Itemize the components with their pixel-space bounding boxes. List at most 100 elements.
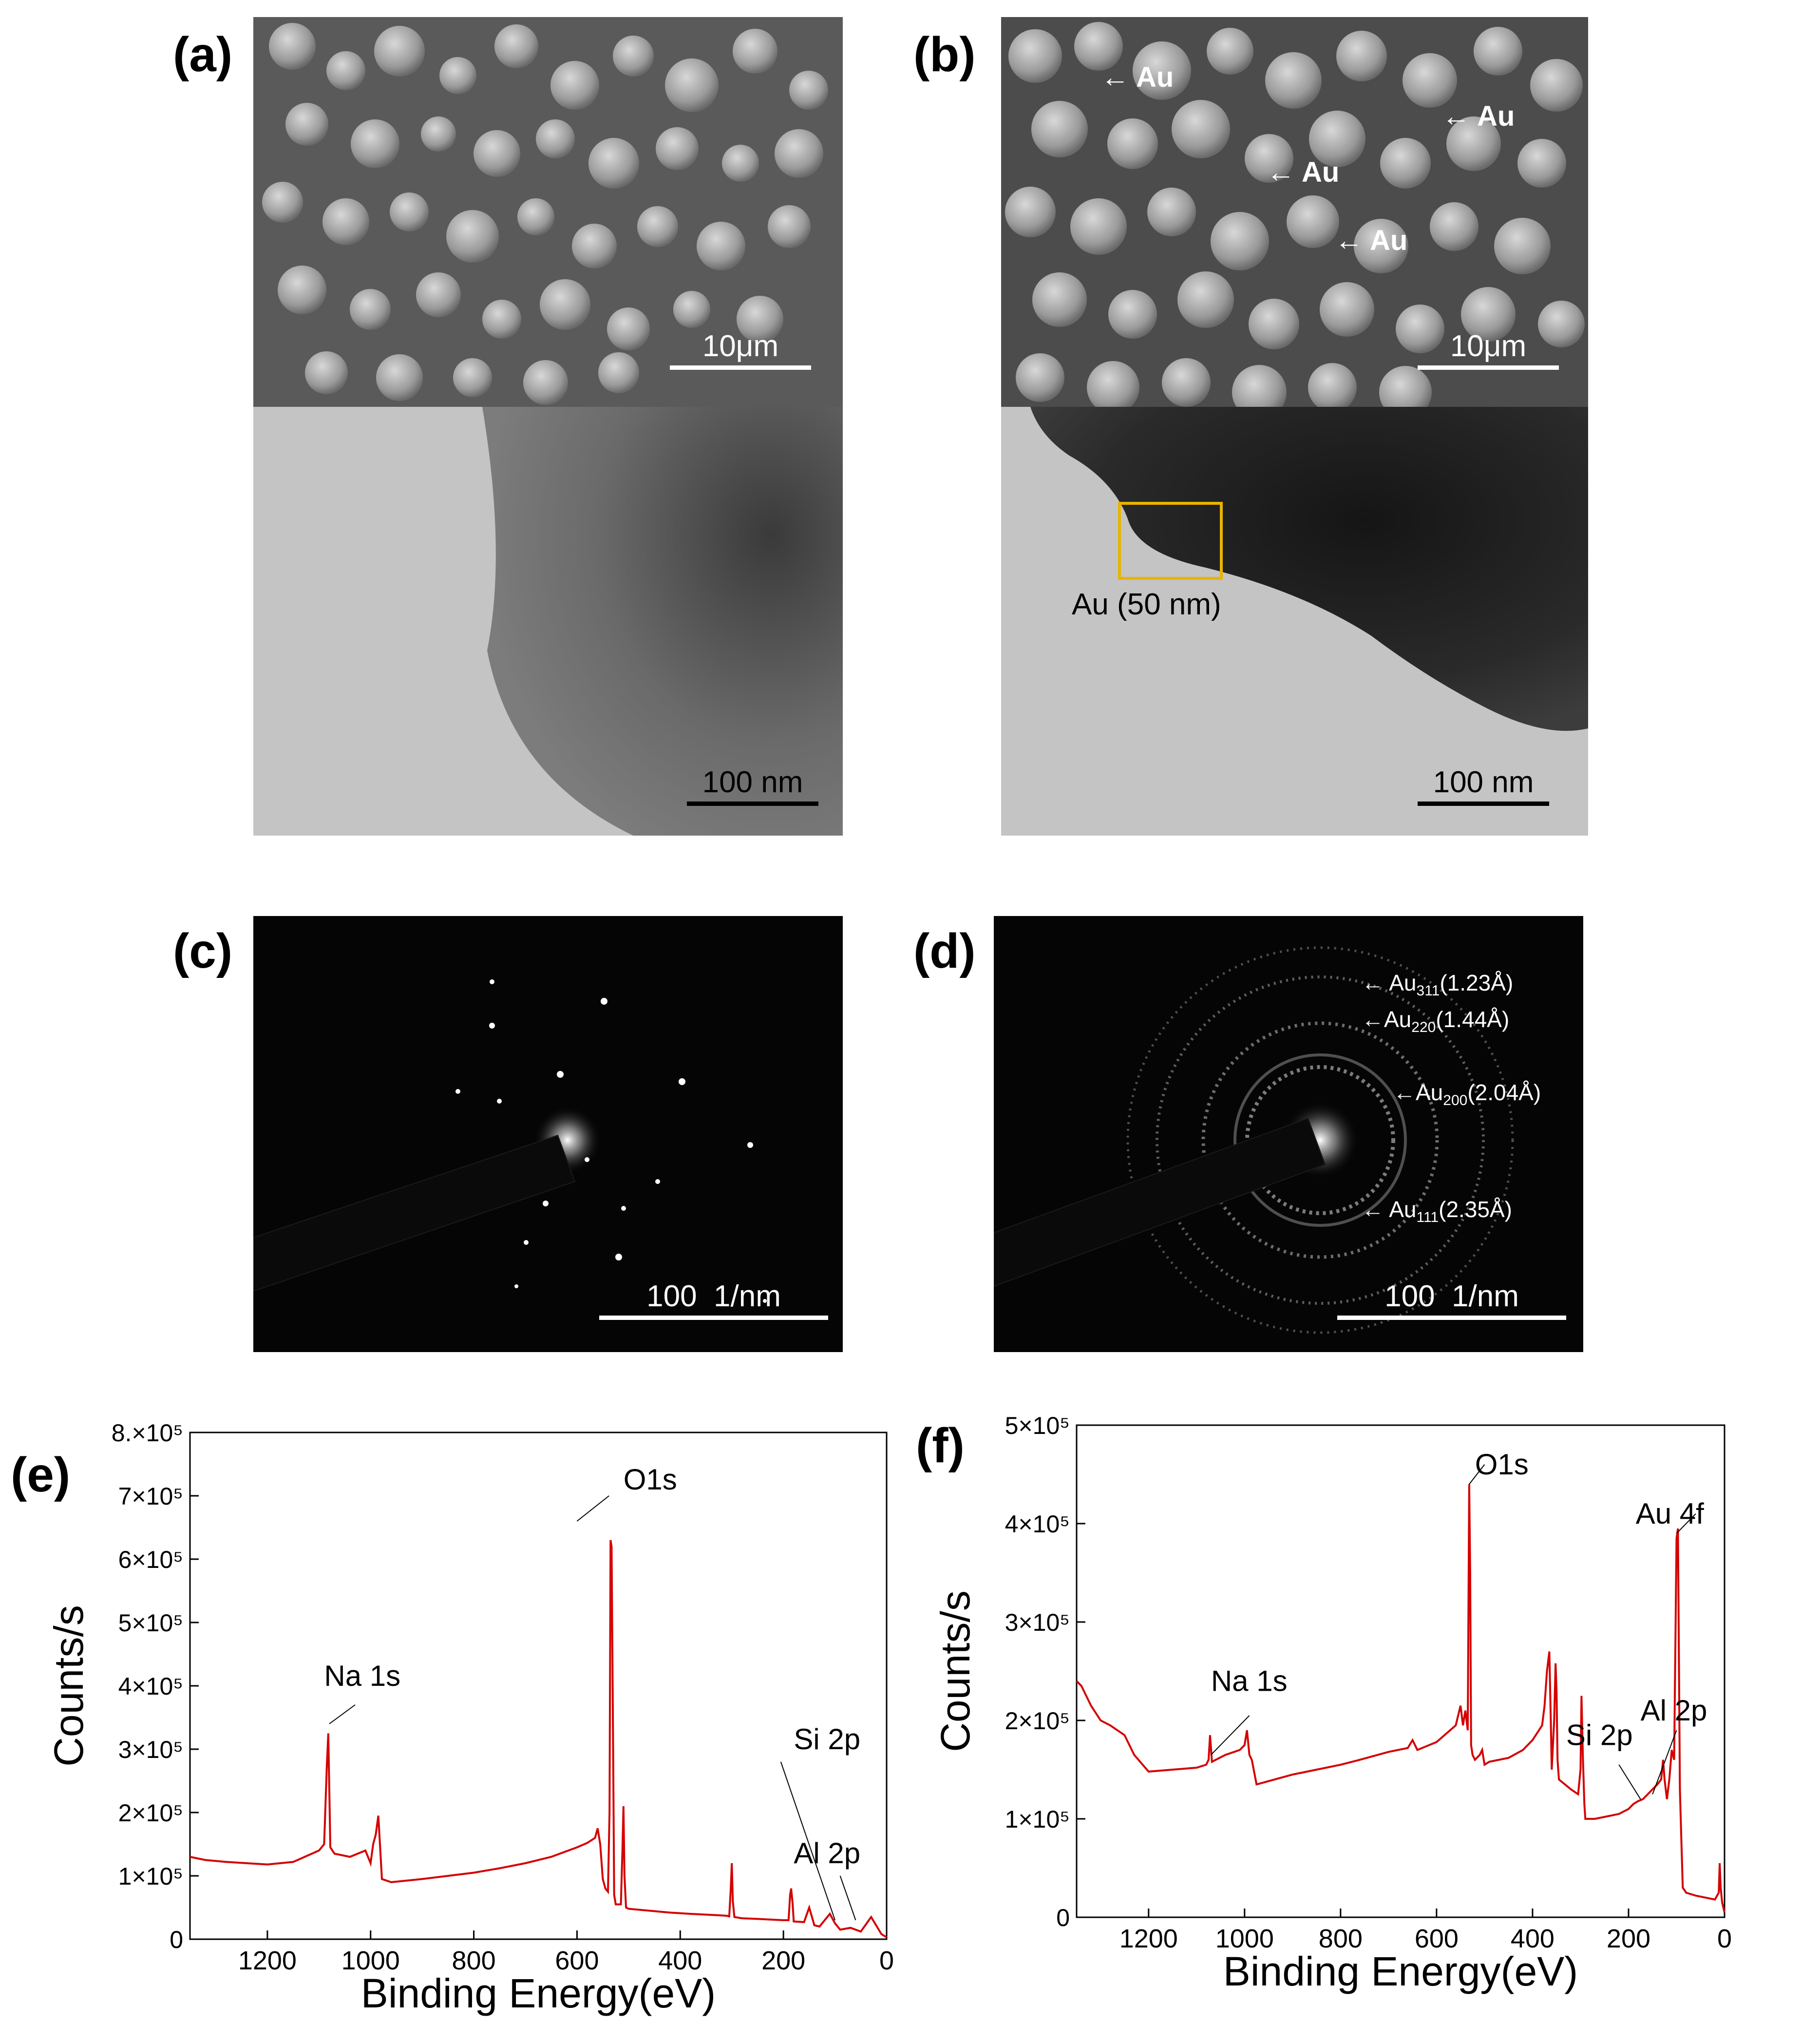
ring-label-111: ← Au111(2.35Å) (1362, 1197, 1512, 1226)
peak-leader-line (576, 1495, 609, 1522)
scale-label: 100 1/nm (1384, 1279, 1519, 1313)
panel-label-a: (a) (173, 27, 233, 82)
ring-base: Au (1416, 1080, 1443, 1105)
peak-leader-line (1676, 1513, 1696, 1534)
scale-label: 100 1/nm (646, 1279, 781, 1313)
particle-texture-a (262, 23, 828, 405)
au-50nm-box (1118, 502, 1223, 580)
scale-label: 10μm (1450, 329, 1527, 363)
scale-label: 100 nm (702, 765, 803, 799)
ring-index: 311 (1416, 983, 1440, 999)
y-tick-label: 3×10⁵ (118, 1736, 183, 1763)
y-tick-label: 8.×10⁵ (112, 1419, 183, 1447)
scale-line (1418, 365, 1559, 370)
peak-label: O1s (624, 1463, 677, 1496)
au-arrow-label: Au (1477, 100, 1515, 132)
y-tick-label: 0 (170, 1926, 183, 1953)
peak-leader-line (1618, 1764, 1641, 1800)
x-tick-label: 1000 (1215, 1924, 1274, 1953)
tem-image-b: Au (50 nm) 100 nm (1001, 407, 1588, 836)
peak-leader-line (1469, 1464, 1485, 1485)
scale-bar-c: 100 1/nm (599, 1279, 828, 1320)
au-arrow-2: ← Au (1442, 100, 1515, 132)
scale-line (599, 1316, 828, 1320)
y-tick-label: 2×10⁵ (1005, 1707, 1070, 1735)
scale-line (670, 365, 811, 370)
panel-label-e: (e) (11, 1448, 71, 1502)
y-axis-label: Counts/s (46, 1605, 92, 1767)
x-tick-label: 200 (761, 1946, 805, 1975)
au-50nm-label: Au (50 nm) (1072, 588, 1221, 621)
y-tick-label: 3×10⁵ (1005, 1609, 1070, 1636)
au-arrow-label: Au (1136, 61, 1174, 93)
ring-index: 220 (1411, 1019, 1436, 1036)
scale-bar-sem-b: 10μm (1418, 329, 1559, 370)
peak-leader-line (839, 1875, 856, 1921)
y-tick-label: 4×10⁵ (1005, 1510, 1070, 1538)
x-tick-label: 1000 (341, 1946, 400, 1975)
ring-d-spacing: (1.44Å) (1436, 1007, 1510, 1032)
xps-chart-e: 1200 1000 800 600 400 200 0 0 1×10⁵ 2×10⁵ 3×10⁵ 4×1… (46, 1419, 894, 2016)
xps-chart-f: 1200 1000 800 600 400 200 0 0 1×10⁵ 2×10⁵ 3×10⁵ 4×1… (932, 1412, 1732, 1994)
y-tick-label: 6×10⁵ (118, 1546, 183, 1573)
peak-leader-line (1652, 1730, 1677, 1794)
y-tick-label: 2×10⁵ (118, 1799, 183, 1827)
peak-label: Na 1s (324, 1660, 400, 1692)
scale-bar-tem-a: 100 nm (687, 765, 818, 806)
scale-bar-tem-b: 100 nm (1418, 765, 1549, 806)
saed-image-d: ← Au311(1.23Å) ←Au220(1.44Å) ←Au200(2.04… (994, 916, 1583, 1352)
x-tick-label: 0 (879, 1946, 894, 1975)
ring-d-spacing: (2.04Å) (1467, 1080, 1541, 1105)
x-tick-label: 800 (1319, 1924, 1363, 1953)
diffraction-rings-d (994, 946, 1514, 1334)
particle-texture-b (1005, 22, 1585, 407)
sem-image-a: 10μm (253, 17, 843, 407)
diffraction-spots-c (253, 979, 767, 1303)
plot-frame (1076, 1424, 1725, 1918)
x-tick-label: 200 (1607, 1924, 1650, 1953)
x-tick-label: 1200 (238, 1946, 297, 1975)
y-tick-label: 5×10⁵ (118, 1609, 183, 1637)
x-axis-label: Binding Energy(eV) (1223, 1948, 1578, 1994)
ring-d-spacing: (2.35Å) (1439, 1197, 1512, 1222)
y-tick-label: 5×10⁵ (1005, 1412, 1070, 1439)
x-tick-label: 600 (555, 1946, 599, 1975)
ring-base: Au (1389, 1197, 1417, 1222)
x-tick-label: 400 (1511, 1924, 1555, 1953)
ring-base: Au (1384, 1007, 1412, 1032)
au-arrow-4: ← Au (1335, 225, 1408, 256)
series-line (190, 1540, 888, 1938)
peak-label: Al 2p (1641, 1694, 1707, 1727)
series-line (1076, 1484, 1725, 1913)
au-arrow-label: Au (1301, 156, 1340, 188)
y-tick-label: 7×10⁵ (118, 1483, 183, 1510)
scale-line (1337, 1316, 1566, 1320)
x-tick-label: 1200 (1119, 1924, 1178, 1953)
au-arrow-label: Au (1369, 225, 1408, 256)
tem-image-a: 100 nm (253, 407, 843, 836)
x-tick-label: 400 (658, 1946, 702, 1975)
au-arrow-1: ← Au (1101, 61, 1174, 93)
peak-label: Si 2p (1566, 1719, 1633, 1752)
peak-label: O1s (1475, 1448, 1529, 1481)
y-tick-label: 0 (1056, 1904, 1070, 1931)
ring-d-spacing: (1.23Å) (1440, 970, 1514, 995)
panel-label-f: (f) (916, 1418, 965, 1473)
ring-label-200: ←Au200(2.04Å) (1393, 1080, 1541, 1109)
panel-label-b: (b) (913, 27, 976, 82)
panel-label-d: (d) (913, 924, 976, 978)
y-tick-label: 1×10⁵ (1005, 1806, 1070, 1833)
peak-leader-line (1211, 1715, 1250, 1756)
scale-label: 100 nm (1433, 765, 1534, 799)
scale-line (687, 802, 818, 806)
y-tick-label: 4×10⁵ (118, 1673, 183, 1700)
sem-image-b: ← Au ← Au ← Au ← Au 10μm (1001, 17, 1588, 407)
x-tick-label: 800 (452, 1946, 496, 1975)
x-tick-label: 600 (1415, 1924, 1459, 1953)
saed-image-c: 100 1/nm (253, 916, 843, 1352)
y-tick-label: 1×10⁵ (118, 1863, 183, 1890)
peak-label: Si 2p (794, 1723, 860, 1756)
ring-label-220: ←Au220(1.44Å) (1362, 1007, 1510, 1036)
y-axis-label: Counts/s (932, 1590, 978, 1752)
au-arrow-3: ← Au (1267, 156, 1340, 188)
